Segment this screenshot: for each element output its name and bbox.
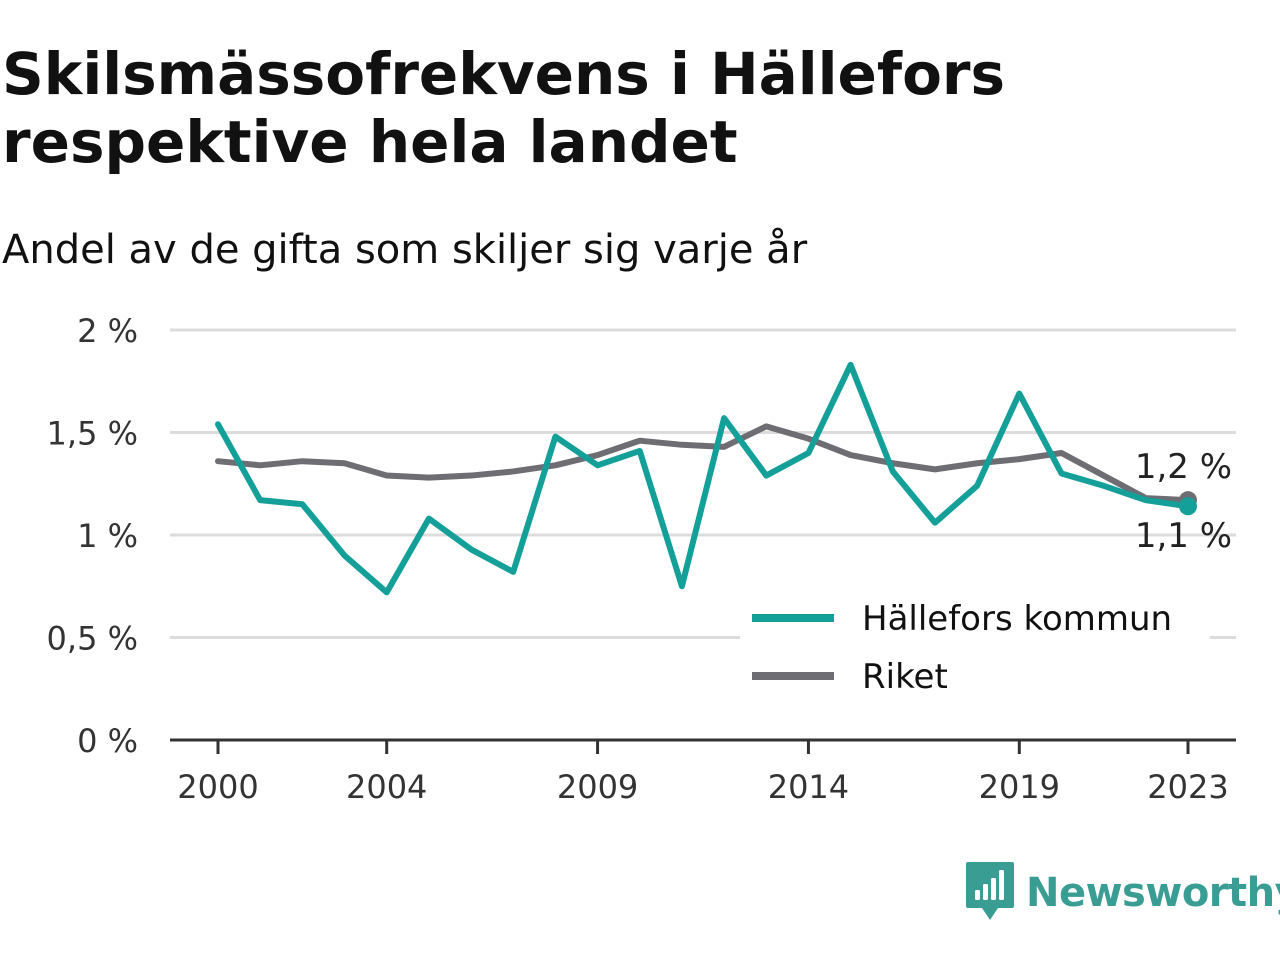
series bbox=[215, 361, 1197, 596]
x-tick-label: 2004 bbox=[346, 768, 427, 806]
series-line bbox=[215, 361, 1191, 596]
chart-subtitle: Andel av de gifta som skiljer sig varje … bbox=[2, 227, 808, 273]
bar-chart-speech-icon bbox=[964, 860, 1016, 926]
gridlines bbox=[170, 328, 1236, 639]
y-tick-label: 1 % bbox=[77, 517, 138, 555]
end-labels: 1,2 % 1,1 % bbox=[1135, 447, 1232, 556]
legend-label: Riket bbox=[862, 657, 948, 697]
end-label: 1,2 % bbox=[1135, 447, 1232, 487]
legend: Hällefors kommun Riket bbox=[740, 592, 1210, 700]
y-tick-label: 1,5 % bbox=[47, 415, 138, 453]
x-tick-label: 2009 bbox=[557, 768, 638, 806]
x-tick-label: 2019 bbox=[979, 768, 1060, 806]
chart-title: Skilsmässofrekvens i Hällefors respektiv… bbox=[2, 40, 1006, 176]
brand-logo: Newsworthy bbox=[964, 862, 1280, 924]
brand-name: Newsworthy bbox=[1026, 870, 1280, 916]
y-tick-label: 0,5 % bbox=[47, 620, 138, 658]
legend-background bbox=[740, 592, 1210, 700]
x-tick-label: 2000 bbox=[177, 768, 258, 806]
end-point bbox=[1179, 497, 1197, 516]
x-tick-label: 2014 bbox=[768, 768, 849, 806]
series-line bbox=[215, 423, 1191, 504]
x-axis-labels: 2000 2004 2009 2014 2019 2023 bbox=[177, 768, 1228, 806]
y-axis-labels: 0 % 0,5 % 1 % 1,5 % 2 % bbox=[47, 312, 138, 760]
y-tick-label: 0 % bbox=[77, 722, 138, 760]
x-axis bbox=[170, 738, 1236, 754]
x-tick-label: 2023 bbox=[1147, 768, 1228, 806]
end-label: 1,1 % bbox=[1135, 516, 1232, 556]
y-tick-label: 2 % bbox=[77, 312, 138, 350]
legend-label: Hällefors kommun bbox=[862, 599, 1172, 639]
